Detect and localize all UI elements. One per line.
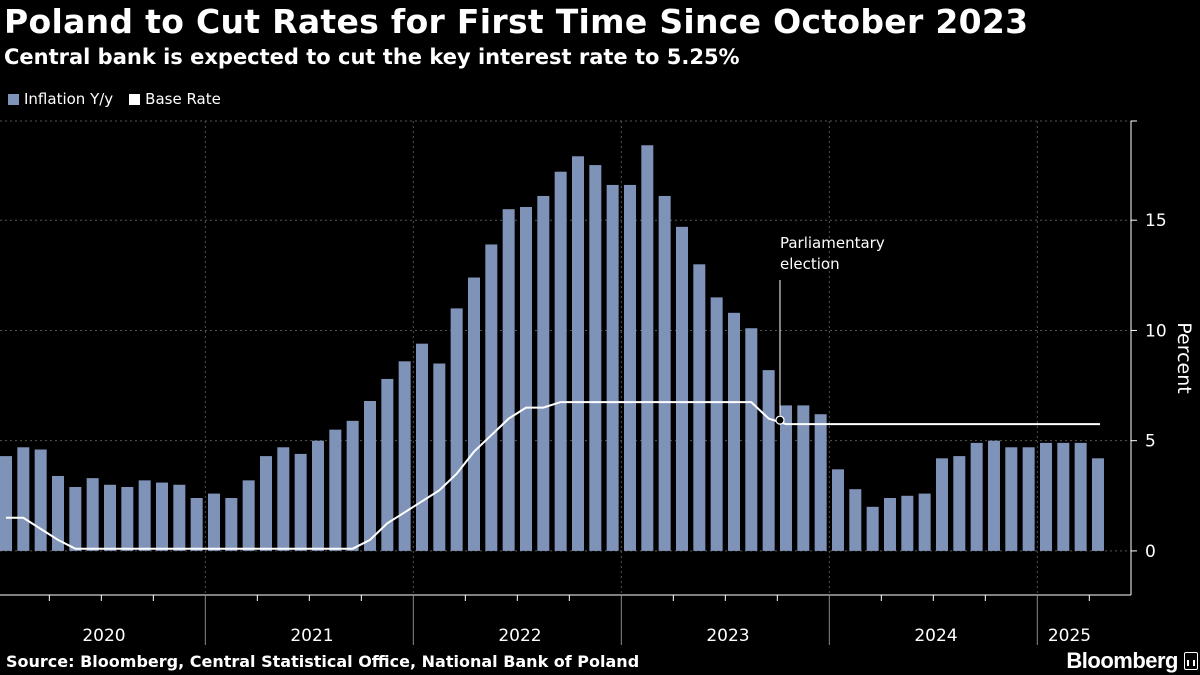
bar-inflation xyxy=(641,145,654,551)
bar-inflation xyxy=(0,456,12,551)
bar-inflation xyxy=(745,328,758,551)
bar-inflation xyxy=(519,206,532,551)
bar-inflation xyxy=(155,482,168,551)
x-year-label: 2021 xyxy=(290,626,333,646)
bar-inflation xyxy=(762,370,775,551)
y-tick-label: 10 xyxy=(1145,321,1167,341)
bar-inflation xyxy=(277,447,290,551)
annotation-text: Parliamentary xyxy=(780,234,885,252)
line-base-rate xyxy=(6,401,1100,550)
bar-inflation xyxy=(779,405,792,551)
bar-inflation xyxy=(710,297,723,551)
bar-inflation xyxy=(190,497,203,551)
legend-swatch-inflation xyxy=(8,93,19,105)
bar-inflation xyxy=(1005,447,1018,551)
bar-inflation xyxy=(363,400,376,551)
chart-subtitle: Central bank is expected to cut the key … xyxy=(4,45,740,69)
bar-inflation xyxy=(797,405,810,551)
bar-inflation xyxy=(623,184,636,551)
bar-inflation xyxy=(901,495,914,551)
legend-label-inflation: Inflation Y/y xyxy=(24,90,114,108)
y-tick-label: 0 xyxy=(1145,542,1156,562)
legend-item-inflation: Inflation Y/y xyxy=(8,90,113,108)
bar-inflation xyxy=(173,484,186,551)
bar-inflation xyxy=(69,486,82,551)
bar-inflation xyxy=(675,226,688,551)
bar-inflation xyxy=(727,312,740,551)
bar-inflation xyxy=(970,442,983,551)
bar-inflation xyxy=(987,440,1000,551)
bar-inflation xyxy=(103,484,116,551)
bar-inflation xyxy=(589,165,602,551)
bar-inflation xyxy=(883,497,896,551)
bloomberg-logo: Bloomberg xyxy=(1066,648,1198,674)
bar-inflation xyxy=(606,184,619,551)
bar-inflation xyxy=(866,506,879,551)
legend-item-base-rate: Base Rate xyxy=(129,90,221,108)
bar-inflation xyxy=(329,429,342,551)
bar-inflation xyxy=(935,458,948,551)
chart-title: Poland to Cut Rates for First Time Since… xyxy=(4,2,1029,41)
x-year-label: 2022 xyxy=(498,626,541,646)
legend: Inflation Y/y Base Rate xyxy=(8,90,221,108)
bar-inflation xyxy=(346,420,359,551)
bar-inflation xyxy=(918,493,931,551)
bar-inflation xyxy=(433,363,446,551)
bar-inflation xyxy=(554,171,567,551)
bar-inflation xyxy=(953,456,966,551)
bar-inflation xyxy=(138,480,151,551)
bar-inflation xyxy=(121,486,134,551)
bar-inflation xyxy=(1039,442,1052,551)
bar-inflation xyxy=(467,277,480,551)
bar-inflation xyxy=(485,244,498,551)
bar-inflation xyxy=(831,469,844,551)
bar-inflation xyxy=(658,195,671,551)
y-tick-label: 15 xyxy=(1145,211,1167,231)
legend-label-base-rate: Base Rate xyxy=(145,90,221,108)
bar-inflation xyxy=(17,447,30,551)
bar-inflation xyxy=(450,308,463,551)
y-tick-label: 5 xyxy=(1145,432,1156,452)
source-note: Source: Bloomberg, Central Statistical O… xyxy=(6,652,640,671)
x-year-label: 2020 xyxy=(82,626,125,646)
bloomberg-terminal-icon xyxy=(1184,652,1198,670)
legend-swatch-base-rate xyxy=(129,93,141,105)
y-axis-title: Percent xyxy=(1173,322,1195,394)
bar-inflation xyxy=(1022,447,1035,551)
bar-inflation xyxy=(398,361,411,551)
bar-inflation xyxy=(207,493,220,551)
bar-inflation xyxy=(571,156,584,551)
bar-inflation xyxy=(1057,442,1070,551)
annotation-marker xyxy=(775,415,785,425)
x-year-label: 2023 xyxy=(706,626,749,646)
bar-inflation xyxy=(311,440,324,551)
x-year-label: 2025 xyxy=(1048,626,1091,646)
bar-inflation xyxy=(1074,442,1087,551)
x-year-label: 2024 xyxy=(914,626,957,646)
bar-inflation xyxy=(693,264,706,551)
bar-inflation xyxy=(502,209,515,551)
bar-inflation xyxy=(51,475,64,551)
bar-inflation xyxy=(415,343,428,551)
bar-inflation xyxy=(225,497,238,551)
bar-inflation xyxy=(1091,458,1104,551)
bar-inflation xyxy=(259,456,272,551)
bar-inflation xyxy=(86,478,99,551)
bar-inflation xyxy=(381,378,394,551)
bar-inflation xyxy=(242,480,255,551)
bar-inflation xyxy=(537,195,550,551)
annotation-text: election xyxy=(780,255,840,273)
bar-inflation xyxy=(849,489,862,551)
bar-inflation xyxy=(294,453,307,551)
logo-text: Bloomberg xyxy=(1066,648,1178,673)
bar-inflation xyxy=(34,449,47,551)
bar-inflation xyxy=(814,414,827,551)
